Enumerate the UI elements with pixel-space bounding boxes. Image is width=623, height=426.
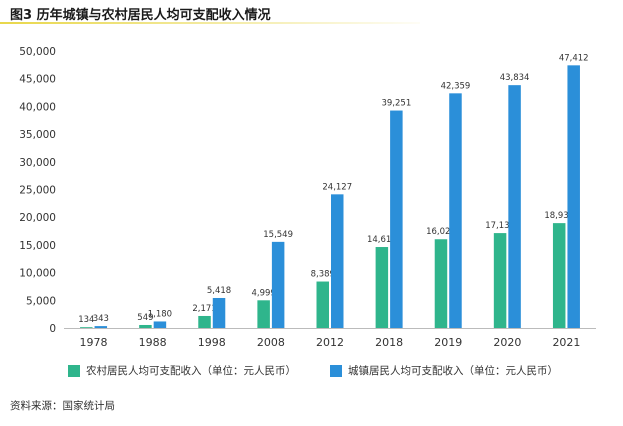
bar-rural	[80, 327, 93, 328]
data-label-urban: 1,180	[148, 309, 172, 319]
y-tick-label: 40,000	[19, 101, 56, 113]
data-label-rural: 549	[137, 313, 153, 323]
bar-urban	[153, 321, 167, 328]
data-label-rural: 16,021	[426, 227, 456, 237]
data-label-rural: 2,171	[192, 304, 216, 314]
y-tick-label: 35,000	[19, 129, 56, 141]
legend-item-urban: 城镇居民人均可支配收入（单位：元人民币）	[330, 363, 558, 378]
y-tick-label: 20,000	[19, 212, 56, 224]
y-tick-label: 45,000	[19, 74, 56, 86]
data-label-rural: 4,999	[251, 288, 275, 298]
data-label-urban: 47,412	[559, 53, 589, 63]
y-tick-label: 30,000	[19, 157, 56, 169]
y-tick-label: 10,000	[19, 268, 56, 280]
legend-label-rural: 农村居民人均可支配收入（单位：元人民币）	[86, 365, 296, 377]
y-tick-label: 25,000	[19, 185, 56, 197]
bar-urban	[271, 241, 285, 328]
data-label-rural: 14,617	[367, 235, 397, 245]
data-label-urban: 343	[93, 314, 109, 324]
source-note: 资料来源：国家统计局	[10, 400, 115, 412]
legend-label-urban: 城镇居民人均可支配收入（单位：元人民币）	[348, 365, 558, 377]
title-underline	[0, 22, 420, 24]
x-tick-label: 2018	[375, 336, 403, 349]
data-label-rural: 134	[78, 315, 94, 325]
bar-rural	[552, 223, 566, 328]
bar-rural	[316, 281, 329, 328]
legend-swatch-rural	[68, 364, 80, 377]
bar-urban	[449, 93, 462, 328]
data-label-urban: 5,418	[207, 286, 231, 296]
bar-urban	[94, 326, 108, 328]
data-label-rural: 18,931	[544, 211, 574, 221]
x-tick-label: 1988	[139, 336, 167, 349]
y-tick-label: 50,000	[19, 46, 56, 58]
data-label-rural: 17,131	[485, 221, 515, 231]
bar-rural	[375, 247, 389, 328]
x-tick-label: 2008	[257, 336, 285, 349]
x-tick-label: 2020	[493, 336, 521, 349]
data-label-urban: 42,359	[441, 81, 471, 91]
bar-chart: 0 5,000 10,000 15,000 20,000 25,000 30,000 35,0…	[19, 46, 596, 349]
x-tick-label: 1998	[198, 336, 226, 349]
bar-urban	[212, 297, 226, 328]
bar-urban	[567, 65, 580, 328]
data-label-urban: 43,834	[500, 73, 530, 83]
bar-rural	[139, 324, 152, 328]
bar-rural	[257, 300, 270, 328]
data-label-rural: 8,389	[311, 270, 335, 280]
chart-title: 图3 历年城镇与农村居民人均可支配收入情况	[10, 8, 271, 23]
x-tick-label: 1978	[80, 336, 108, 349]
x-tick-label: 2021	[552, 336, 580, 349]
y-tick-label: 15,000	[19, 240, 56, 252]
bar-urban	[390, 110, 403, 328]
y-tick-label: 5,000	[26, 295, 56, 307]
legend-item-rural: 农村居民人均可支配收入（单位：元人民币）	[68, 363, 296, 378]
data-label-urban: 24,127	[322, 182, 352, 192]
x-tick-label: 2012	[316, 336, 344, 349]
x-tick-label: 2019	[434, 336, 462, 349]
bar-rural	[493, 233, 507, 328]
bar-urban	[331, 194, 344, 328]
data-label-urban: 15,549	[263, 230, 293, 240]
bar-rural	[434, 239, 448, 328]
y-tick-label: 0	[49, 323, 56, 335]
bar-rural	[198, 315, 211, 328]
bar-urban	[508, 85, 521, 328]
legend-swatch-urban	[330, 364, 342, 377]
data-label-urban: 39,251	[381, 99, 411, 109]
